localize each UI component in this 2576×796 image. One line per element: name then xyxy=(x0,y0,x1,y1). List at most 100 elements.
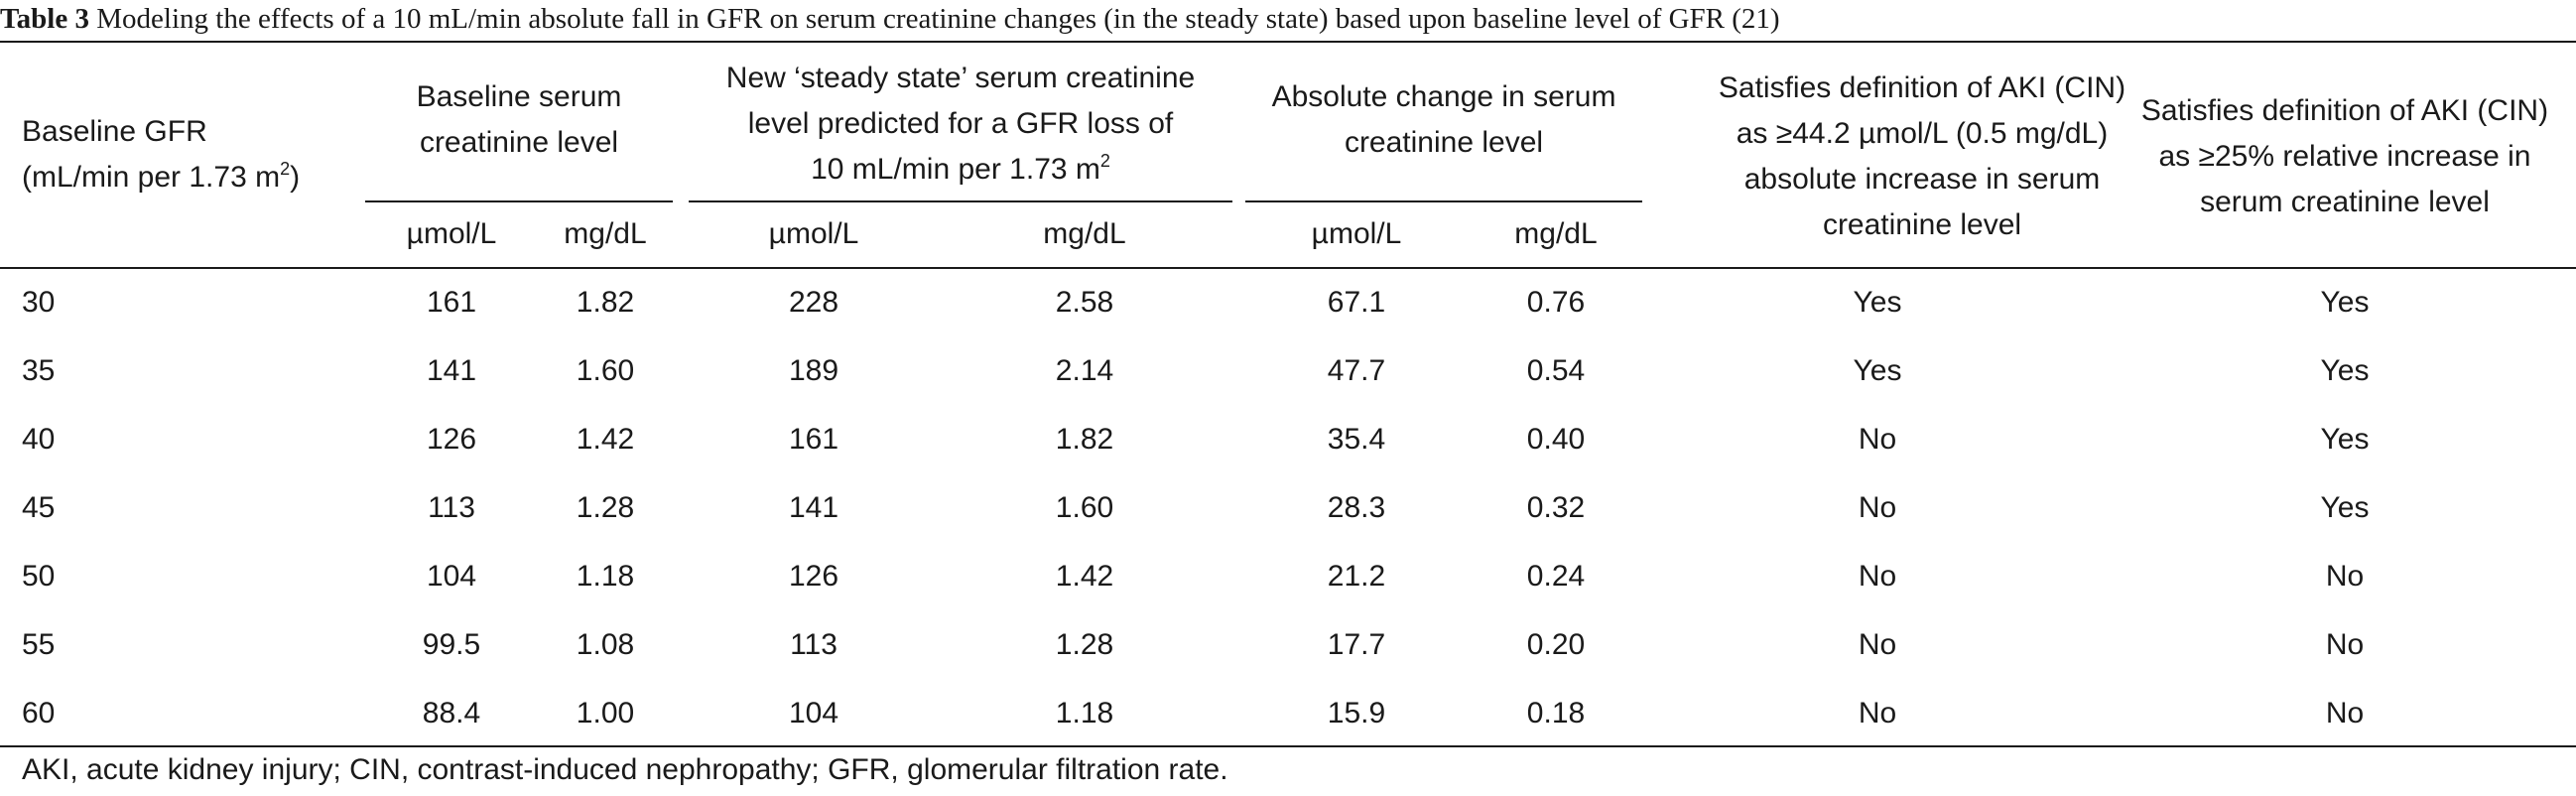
cell-aki-relative: No xyxy=(2325,628,2365,661)
unit-label: µmol/L xyxy=(768,217,859,250)
cell-aki-relative: Yes xyxy=(2320,491,2370,524)
header-baseline-scr-line1: Baseline serum xyxy=(416,80,622,113)
cell-aki-absolute: No xyxy=(1858,628,1897,661)
cell-aki-absolute: No xyxy=(1858,697,1897,730)
cell-new-mgdl: 2.58 xyxy=(1055,286,1114,319)
cell-aki-absolute: Yes xyxy=(1853,354,1902,387)
header-absolute-change: Absolute change in serum creatinine leve… xyxy=(1245,74,1642,166)
header-abs-change-line1: Absolute change in serum xyxy=(1271,80,1616,113)
cell-new-mgdl: 1.60 xyxy=(1055,491,1114,524)
header-baseline-gfr-line2: (mL/min per 1.73 m2) xyxy=(22,159,301,194)
cell-new-umol: 104 xyxy=(788,697,839,730)
table-title: Modeling the effects of a 10 mL/min abso… xyxy=(96,3,1780,35)
header-new-scr-line1: New ‘steady state’ serum creatinine xyxy=(725,62,1196,94)
cell-baseline-umol: 88.4 xyxy=(422,697,481,730)
header-aki-abs-line1: Satisfies definition of AKI (CIN) xyxy=(1718,71,2126,104)
unit-label: µmol/L xyxy=(406,217,497,250)
cell-change-mgdl: 0.32 xyxy=(1526,491,1586,524)
cell-change-umol: 28.3 xyxy=(1327,491,1386,524)
cell-baseline-gfr: 40 xyxy=(22,423,56,456)
cell-change-umol: 15.9 xyxy=(1327,697,1386,730)
bottom-rule xyxy=(0,745,2576,747)
cell-change-mgdl: 0.18 xyxy=(1526,697,1586,730)
cell-change-umol: 17.7 xyxy=(1327,628,1386,661)
cell-aki-relative: No xyxy=(2325,697,2365,730)
header-abs-change-line2: creatinine level xyxy=(1344,126,1544,159)
top-rule xyxy=(0,41,2576,43)
cell-new-mgdl: 1.82 xyxy=(1055,423,1114,456)
unit-label: µmol/L xyxy=(1311,217,1402,250)
cell-change-umol: 21.2 xyxy=(1327,560,1386,593)
header-aki-abs-line2: as ≥44.2 µmol/L (0.5 mg/dL) xyxy=(1736,117,2109,150)
new-scr-subrule xyxy=(689,200,1232,202)
header-aki-absolute: Satisfies definition of AKI (CIN) as ≥44… xyxy=(1649,66,2195,248)
cell-new-umol: 141 xyxy=(788,491,839,524)
header-bottom-rule xyxy=(0,267,2576,269)
cell-baseline-umol: 161 xyxy=(426,286,477,319)
cell-new-umol: 161 xyxy=(788,423,839,456)
unit-label: mg/dL xyxy=(1514,217,1598,250)
cell-new-umol: 228 xyxy=(788,286,839,319)
unit-label: mg/dL xyxy=(564,217,647,250)
cell-aki-relative: Yes xyxy=(2320,354,2370,387)
table-label: Table 3 xyxy=(0,3,89,35)
cell-baseline-umol: 141 xyxy=(426,354,477,387)
cell-new-mgdl: 1.28 xyxy=(1055,628,1114,661)
cell-baseline-mgdl: 1.18 xyxy=(576,560,635,593)
cell-aki-relative: Yes xyxy=(2320,423,2370,456)
cell-new-umol: 113 xyxy=(790,628,837,661)
header-aki-abs-line3: absolute increase in serum xyxy=(1743,163,2101,196)
cell-aki-absolute: No xyxy=(1858,423,1897,456)
cell-new-umol: 126 xyxy=(788,560,839,593)
header-baseline-serum-creatinine: Baseline serum creatinine level xyxy=(365,74,673,166)
abs-change-subrule xyxy=(1245,200,1642,202)
header-aki-rel-line1: Satisfies definition of AKI (CIN) xyxy=(2140,94,2549,127)
header-new-scr-line2: level predicted for a GFR loss of xyxy=(747,107,1174,140)
cell-baseline-gfr: 30 xyxy=(22,286,56,319)
cell-change-umol: 47.7 xyxy=(1327,354,1386,387)
cell-baseline-gfr: 60 xyxy=(22,697,56,730)
cell-baseline-umol: 104 xyxy=(426,560,477,593)
cell-aki-relative: Yes xyxy=(2320,286,2370,319)
cell-change-umol: 35.4 xyxy=(1327,423,1386,456)
cell-baseline-mgdl: 1.60 xyxy=(576,354,635,387)
cell-change-umol: 67.1 xyxy=(1327,286,1386,319)
cell-change-mgdl: 0.40 xyxy=(1526,423,1586,456)
cell-baseline-gfr: 50 xyxy=(22,560,56,593)
cell-baseline-umol: 99.5 xyxy=(422,628,481,661)
header-baseline-gfr: Baseline GFR (mL/min per 1.73 m2) xyxy=(22,109,349,200)
cell-baseline-umol: 113 xyxy=(428,491,475,524)
header-baseline-gfr-line1: Baseline GFR xyxy=(22,115,207,148)
cell-new-mgdl: 1.42 xyxy=(1055,560,1114,593)
cell-baseline-mgdl: 1.00 xyxy=(576,697,635,730)
unit-label: mg/dL xyxy=(1043,217,1126,250)
cell-baseline-mgdl: 1.82 xyxy=(576,286,635,319)
cell-baseline-mgdl: 1.42 xyxy=(576,423,635,456)
header-new-scr-line3: 10 mL/min per 1.73 m2 xyxy=(811,151,1110,186)
cell-baseline-gfr: 55 xyxy=(22,628,56,661)
cell-baseline-gfr: 35 xyxy=(22,354,56,387)
cell-aki-relative: No xyxy=(2325,560,2365,593)
header-aki-abs-line4: creatinine level xyxy=(1822,208,2022,241)
cell-new-mgdl: 2.14 xyxy=(1055,354,1114,387)
cell-change-mgdl: 0.76 xyxy=(1526,286,1586,319)
table-caption: Table 3 Modeling the effects of a 10 mL/… xyxy=(0,2,2576,36)
baseline-scr-subrule xyxy=(365,200,673,202)
header-new-steady-state: New ‘steady state’ serum creatinine leve… xyxy=(689,56,1232,193)
cell-new-umol: 189 xyxy=(788,354,839,387)
cell-aki-absolute: No xyxy=(1858,491,1897,524)
cell-aki-absolute: Yes xyxy=(1853,286,1902,319)
header-aki-rel-line3: serum creatinine level xyxy=(2200,186,2490,218)
header-aki-rel-line2: as ≥25% relative increase in xyxy=(2158,140,2531,173)
cell-change-mgdl: 0.20 xyxy=(1526,628,1586,661)
cell-new-mgdl: 1.18 xyxy=(1055,697,1114,730)
cell-baseline-mgdl: 1.28 xyxy=(576,491,635,524)
table-footnote: AKI, acute kidney injury; CIN, contrast-… xyxy=(22,753,1228,786)
header-baseline-scr-line2: creatinine level xyxy=(419,126,619,159)
header-aki-relative: Satisfies definition of AKI (CIN) as ≥25… xyxy=(2114,88,2576,225)
cell-change-mgdl: 0.24 xyxy=(1526,560,1586,593)
cell-baseline-gfr: 45 xyxy=(22,491,56,524)
cell-baseline-mgdl: 1.08 xyxy=(576,628,635,661)
cell-aki-absolute: No xyxy=(1858,560,1897,593)
cell-change-mgdl: 0.54 xyxy=(1526,354,1586,387)
